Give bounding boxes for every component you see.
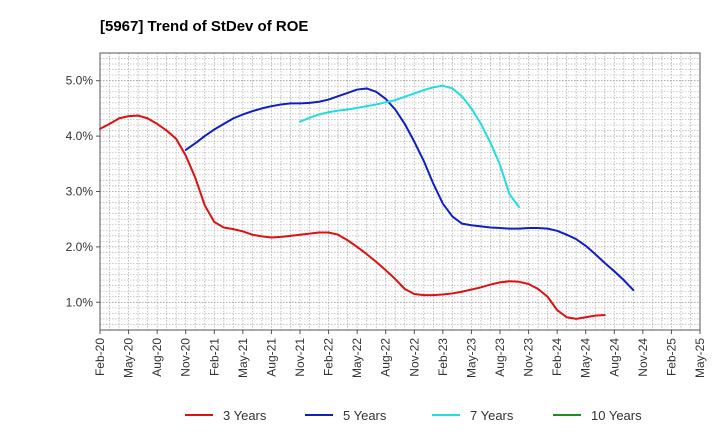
legend: 3 Years 5 Years 7 Years 10 Years — [185, 408, 642, 423]
x-tick-label: May-20 — [122, 338, 136, 378]
x-tick-label: Feb-23 — [436, 338, 450, 376]
series-line-5-years — [184, 87, 635, 292]
x-tick-label: May-22 — [350, 338, 364, 378]
axis-layer: 1.0% 2.0% 3.0% 4.0% 5.0% Feb-20 May-20 Aug-20 No… — [66, 52, 707, 378]
x-tick-label: Nov-24 — [636, 338, 650, 377]
grid-layer — [100, 53, 700, 330]
x-tick-label: Feb-20 — [93, 338, 107, 376]
x-tick-label: Aug-23 — [493, 338, 507, 377]
y-tick-label: 2.0% — [66, 240, 94, 254]
x-tick-label: Aug-21 — [264, 338, 278, 377]
y-tick-label: 4.0% — [66, 129, 94, 143]
x-tick-label: Aug-22 — [379, 338, 393, 377]
chart-title: [5967] Trend of StDev of ROE — [100, 18, 308, 35]
series-line-7-years — [299, 84, 521, 209]
x-tick-label: May-21 — [236, 338, 250, 378]
y-tick-label: 3.0% — [66, 185, 94, 199]
series-line-3-years — [99, 114, 606, 320]
x-tick-label: May-23 — [464, 338, 478, 378]
x-tick-label: Feb-25 — [664, 338, 678, 376]
x-tick-label: Nov-20 — [179, 338, 193, 377]
y-tick-label: 1.0% — [66, 295, 94, 309]
x-tick-label: Nov-23 — [522, 338, 536, 377]
y-tick-label: 5.0% — [66, 74, 94, 88]
legend-label-3-years: 3 Years — [223, 408, 267, 423]
x-tick-label: Feb-21 — [207, 338, 221, 376]
x-tick-label: Nov-22 — [407, 338, 421, 377]
x-tick-label: Aug-24 — [607, 338, 621, 377]
x-tick-label: Feb-22 — [322, 338, 336, 376]
legend-label-5-years: 5 Years — [343, 408, 387, 423]
legend-label-7-years: 7 Years — [470, 408, 514, 423]
x-tick-label: Aug-20 — [150, 338, 164, 377]
x-tick-label: Nov-21 — [293, 338, 307, 377]
series-layer — [99, 84, 635, 320]
x-tick-label: Feb-24 — [550, 338, 564, 376]
x-tick-label: May-25 — [693, 338, 707, 378]
x-tick-label: May-24 — [579, 338, 593, 378]
legend-label-10-years: 10 Years — [591, 408, 642, 423]
